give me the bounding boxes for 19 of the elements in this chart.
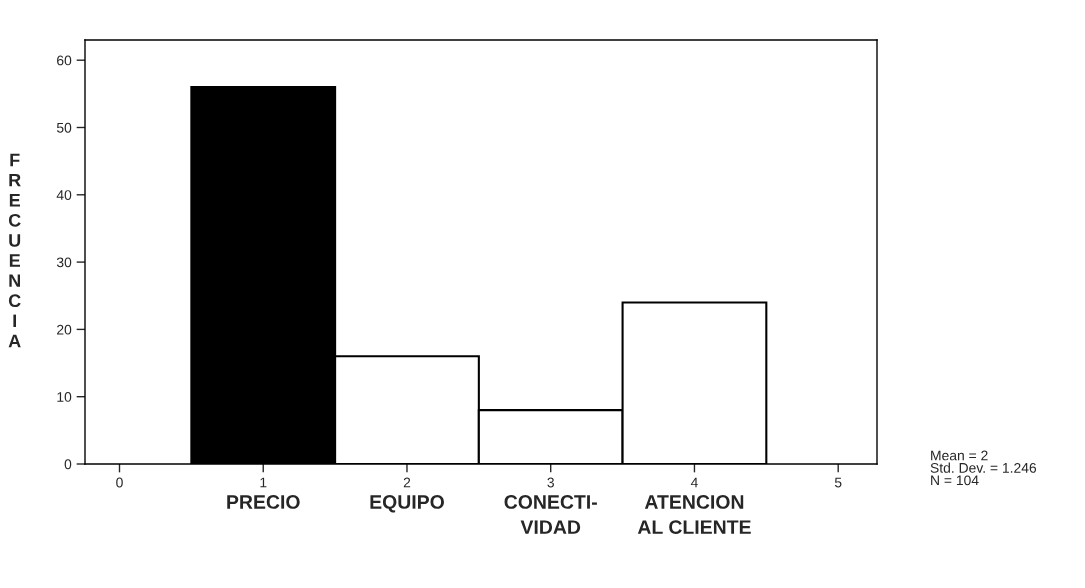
x-tick-label: 5 [834, 477, 842, 488]
text: PRECIO [227, 495, 300, 509]
y-tick-label: 50 [56, 122, 72, 133]
x-tick-label: 3 [547, 477, 554, 488]
x-tick-label: 0 [116, 477, 123, 488]
y-tick-label: 60 [57, 55, 72, 66]
text: Mean = 2 Std. Dev. = 1.246 N = 104 [930, 450, 1037, 486]
x-tick-label: 2 [403, 477, 411, 488]
y-tick-label: 40 [56, 190, 72, 200]
text: FRECUENCIA [8, 153, 21, 348]
x-tick-label: 4 [690, 477, 698, 488]
x-tick-label: 1 [260, 477, 267, 488]
y-tick-label: 0 [64, 459, 72, 470]
text: ATENCION AL CLIENTE [637, 495, 751, 535]
text: EQUIPO [370, 495, 444, 513]
y-tick-label: 10 [57, 392, 72, 402]
y-tick-label: 30 [56, 257, 72, 268]
text: CONECTI- VIDAD [504, 495, 597, 534]
y-tick-label: 20 [57, 324, 72, 335]
